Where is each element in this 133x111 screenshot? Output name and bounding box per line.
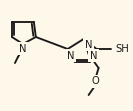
Text: SH: SH [115,44,129,54]
Text: O: O [92,76,99,86]
Text: N: N [19,44,27,54]
Text: N: N [90,51,97,61]
Text: N: N [85,40,92,50]
Text: N: N [67,51,75,61]
